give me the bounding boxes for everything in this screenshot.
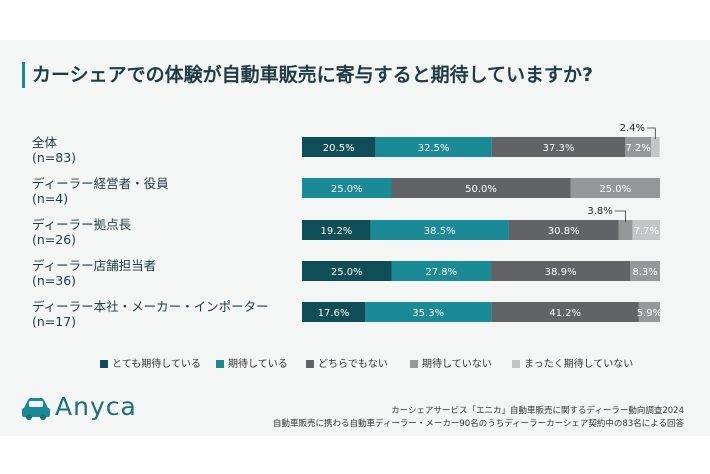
legend-swatch — [216, 360, 224, 368]
bar-segment — [302, 302, 366, 322]
data-label: 2.4% — [620, 123, 645, 134]
legend-item: とても期待している — [100, 355, 201, 370]
data-label: 37.3% — [543, 143, 575, 154]
bar-segment — [391, 261, 492, 281]
top-band — [0, 0, 710, 40]
bar-segment — [491, 302, 639, 322]
data-label: 50.0% — [465, 184, 497, 195]
bar-segment — [302, 261, 392, 281]
bar-segment — [625, 137, 652, 157]
data-label: 32.5% — [418, 143, 450, 154]
bottom-band — [0, 436, 710, 474]
data-label: 38.9% — [545, 267, 577, 278]
legend-item: 期待していない — [410, 355, 492, 370]
bar-segment — [632, 220, 660, 240]
data-label: 30.8% — [548, 226, 580, 237]
category-count: (n=4) — [32, 191, 69, 206]
data-label: 25.0% — [331, 267, 363, 278]
category-count: (n=36) — [32, 273, 77, 288]
chart-title: カーシェアでの体験が自動車販売に寄与すると期待していますか? — [32, 64, 594, 86]
data-label: 3.8% — [587, 206, 612, 217]
data-label: 17.6% — [318, 308, 350, 319]
data-label: 7.7% — [633, 226, 658, 237]
legend-swatch — [410, 360, 418, 368]
bar-segment — [630, 261, 660, 281]
category-name: ディーラー本社・メーカー・インポーター — [32, 299, 269, 314]
bar-segment — [302, 178, 392, 198]
bar-segment — [618, 220, 633, 240]
data-label: 8.3% — [632, 267, 657, 278]
category-name: ディーラー経営者・役員 — [32, 176, 169, 191]
legend-swatch — [100, 360, 108, 368]
data-label: 35.3% — [412, 308, 444, 319]
data-label: 7.2% — [625, 143, 650, 154]
category-count: (n=26) — [32, 232, 77, 247]
row-label-1: ディーラー経営者・役員 (n=4) — [32, 176, 169, 206]
legend-item: まったく期待していない — [512, 355, 633, 370]
row-label-3: ディーラー店舗担当者 (n=36) — [32, 258, 156, 288]
bar-segment — [375, 137, 492, 157]
data-label: 27.8% — [425, 267, 457, 278]
bar-segment — [651, 137, 660, 157]
source-line-1: カーシェアサービス「エニカ」自動車販売に関するディーラー動向調査2024 — [391, 406, 684, 416]
label-leader-line — [614, 210, 626, 222]
category-count: (n=83) — [32, 150, 77, 165]
data-label: 25.0% — [599, 184, 631, 195]
category-name: 全体 — [32, 135, 58, 150]
bar-segment — [302, 137, 376, 157]
legend-label: どちらでもない — [318, 359, 388, 370]
row-label-0: 全体 (n=83) — [32, 135, 76, 165]
legend-item: どちらでもない — [306, 355, 388, 370]
row-label-2: ディーラー拠点長 (n=26) — [32, 217, 131, 247]
bar-segment — [491, 137, 626, 157]
label-leader-line — [647, 127, 656, 139]
bar-segment — [491, 261, 631, 281]
legend-label: とても期待している — [112, 359, 201, 370]
row-label-4: ディーラー本社・メーカー・インポーター (n=17) — [32, 299, 269, 329]
bar-segment — [302, 220, 371, 240]
legend-label: まったく期待していない — [524, 359, 634, 370]
car-icon — [22, 398, 50, 420]
data-label: 20.5% — [323, 143, 355, 154]
bar-segment — [391, 178, 571, 198]
legend-item: 期待している — [216, 355, 288, 370]
data-label: 5.9% — [637, 308, 662, 319]
data-label: 38.5% — [424, 226, 456, 237]
category-name: ディーラー拠点長 — [32, 217, 132, 232]
source-line-2: 自動車販売に携わる自動車ディーラー・メーカー90名のうちディーラーカーシェア契約… — [272, 419, 684, 429]
data-label: 19.2% — [321, 226, 353, 237]
legend-swatch — [512, 360, 520, 368]
bar-segment — [638, 302, 660, 322]
data-label: 25.0% — [331, 184, 363, 195]
bar-segment — [570, 178, 660, 198]
legend-label: 期待している — [228, 359, 288, 370]
title-accent-bar — [22, 62, 25, 88]
bar-segment — [370, 220, 509, 240]
brand-logo-text: Anyca — [55, 392, 137, 421]
category-name: ディーラー店舗担当者 — [32, 258, 157, 273]
bar-segment — [508, 220, 619, 240]
legend-label: 期待していない — [422, 359, 492, 370]
bar-segment — [365, 302, 492, 322]
category-count: (n=17) — [32, 314, 77, 329]
data-label: 41.2% — [549, 308, 581, 319]
legend-swatch — [306, 360, 314, 368]
